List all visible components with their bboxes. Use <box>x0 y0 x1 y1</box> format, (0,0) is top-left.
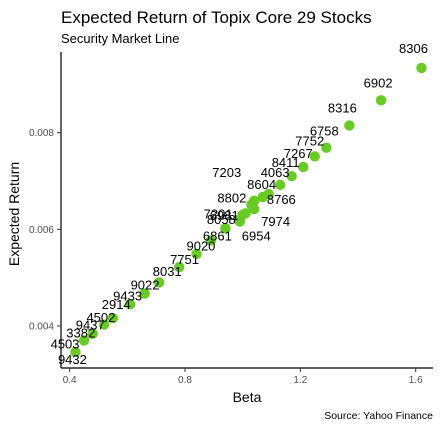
point-label: 6861 <box>203 228 232 243</box>
point-label: 7201 <box>204 206 233 221</box>
data-point <box>99 319 110 330</box>
point-label: 8766 <box>267 192 296 207</box>
data-point <box>321 142 332 153</box>
data-point <box>205 235 217 246</box>
data-point <box>139 288 150 299</box>
chart-title: Expected Return of Topix Core 29 Stocks <box>61 8 372 27</box>
point-label: 4502 <box>86 310 115 325</box>
point-label: 9432 <box>58 352 87 367</box>
data-points <box>70 62 427 358</box>
data-point <box>344 120 355 131</box>
point-label: 7752 <box>295 133 324 148</box>
data-point <box>375 95 387 106</box>
y-axis-title: Expected Return <box>6 162 22 266</box>
data-point <box>257 191 269 203</box>
point-label: 6902 <box>364 75 393 90</box>
point-label: 8604 <box>247 177 276 192</box>
data-point <box>298 161 309 173</box>
point-label: 8316 <box>328 100 357 115</box>
data-point <box>309 151 320 162</box>
axis-ticks: 0.4 0.8 1.2 1.6 0.004 0.006 0.008 <box>29 128 423 386</box>
point-label: 8306 <box>399 41 428 56</box>
point-label: 7203 <box>212 165 241 180</box>
data-point <box>153 277 165 288</box>
point-label: 9437 <box>76 318 105 333</box>
x-tick-label: 1.2 <box>293 375 307 386</box>
data-point <box>78 335 90 346</box>
point-label: 8031 <box>153 264 182 279</box>
data-point <box>125 299 136 310</box>
data-point <box>249 203 260 215</box>
data-point <box>107 313 119 324</box>
point-label: 6954 <box>242 229 271 244</box>
point-label: 9433 <box>113 289 142 304</box>
y-tick-label: 0.008 <box>29 128 54 139</box>
point-label: 4063 <box>261 165 290 180</box>
point-label: 8802 <box>217 191 246 206</box>
chart-subtitle: Security Market Line <box>61 31 180 46</box>
point-label: 6981 <box>210 208 239 223</box>
x-axis-title: Beta <box>233 389 262 405</box>
data-point <box>220 223 231 234</box>
y-tick-label: 0.006 <box>29 225 54 236</box>
point-label: 8058 <box>207 212 236 227</box>
point-label: 6758 <box>310 124 339 139</box>
point-label: 7751 <box>170 252 199 267</box>
point-label: 3382 <box>66 326 95 341</box>
point-label: 4503 <box>51 336 80 351</box>
point-label: 8411 <box>272 155 300 170</box>
x-tick-label: 0.4 <box>63 375 77 386</box>
point-label: 7267 <box>284 146 313 161</box>
x-tick-label: 0.8 <box>178 375 192 386</box>
data-point <box>70 346 81 358</box>
data-point <box>274 179 286 191</box>
chart-caption: Source: Yahoo Finance <box>324 410 433 422</box>
y-tick-label: 0.004 <box>29 321 54 332</box>
x-tick-label: 1.6 <box>409 375 423 386</box>
data-point <box>174 261 185 273</box>
data-point <box>87 328 98 339</box>
data-point <box>234 216 245 227</box>
axes <box>60 52 433 369</box>
data-point <box>416 62 427 74</box>
point-label: 9020 <box>186 238 215 253</box>
point-label: 9022 <box>131 277 160 292</box>
data-point <box>191 248 202 260</box>
data-point <box>286 170 297 182</box>
point-label: 7974 <box>261 214 290 229</box>
point-label: 2914 <box>102 297 131 312</box>
